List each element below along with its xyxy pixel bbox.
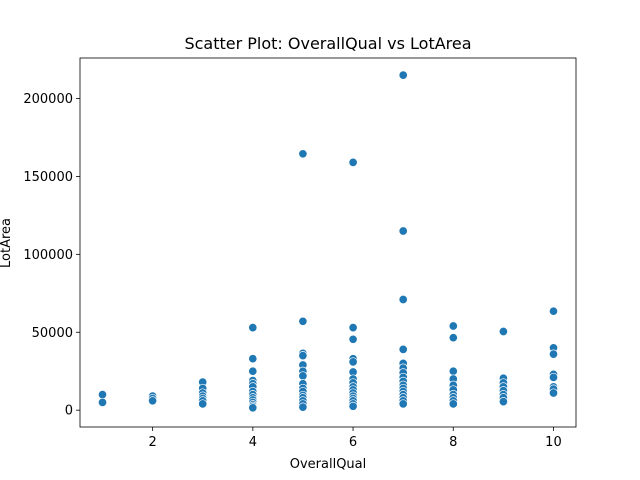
data-point: [248, 354, 258, 364]
data-point: [548, 349, 559, 359]
data-point: [348, 323, 358, 333]
data-point: [298, 149, 308, 159]
y-tick-label: 200000: [23, 92, 73, 107]
data-point: [298, 371, 308, 381]
data-point: [448, 399, 458, 409]
x-tick-label: 4: [249, 435, 257, 450]
x-tick-label: 10: [545, 435, 562, 450]
data-point: [398, 294, 408, 305]
x-tick-label: 2: [149, 435, 157, 450]
data-point: [148, 396, 158, 406]
y-tick-label: 50000: [32, 326, 73, 341]
plot-frame: [79, 57, 577, 428]
data-point: [298, 402, 308, 412]
x-tick-label: 8: [449, 435, 457, 450]
data-point: [398, 226, 408, 236]
data-point: [548, 388, 559, 398]
data-point: [548, 372, 559, 382]
data-point: [398, 70, 408, 80]
x-axis-label: OverallQual: [290, 457, 367, 472]
y-axis: 0 50000 100000 150000 200000: [23, 92, 80, 419]
y-tick-label: 0: [65, 404, 73, 419]
chart-title: Scatter Plot: OverallQual vs LotArea: [184, 34, 471, 53]
data-point: [448, 366, 458, 376]
data-point: [248, 366, 258, 376]
data-point: [448, 321, 458, 331]
data-point: [198, 399, 208, 409]
x-tick-label: 6: [349, 435, 357, 450]
y-tick-label: 100000: [23, 248, 73, 263]
x-axis: 2 4 6 8 10: [149, 427, 562, 450]
y-axis-label: LotArea: [0, 218, 14, 268]
data-point: [348, 157, 358, 167]
data-point: [97, 390, 108, 400]
data-point: [248, 403, 258, 413]
y-tick-label: 150000: [23, 170, 73, 185]
data-point: [298, 316, 308, 326]
data-point: [298, 351, 308, 361]
data-point: [498, 326, 508, 337]
data-point: [448, 333, 458, 343]
data-point: [348, 357, 358, 367]
data-point: [97, 397, 108, 407]
data-point: [348, 401, 358, 411]
data-point: [398, 399, 408, 409]
data-point: [498, 397, 508, 407]
data-point: [398, 344, 408, 354]
data-point: [348, 334, 358, 344]
data-point: [548, 306, 559, 316]
points-layer: [97, 70, 559, 413]
data-point: [248, 323, 258, 333]
